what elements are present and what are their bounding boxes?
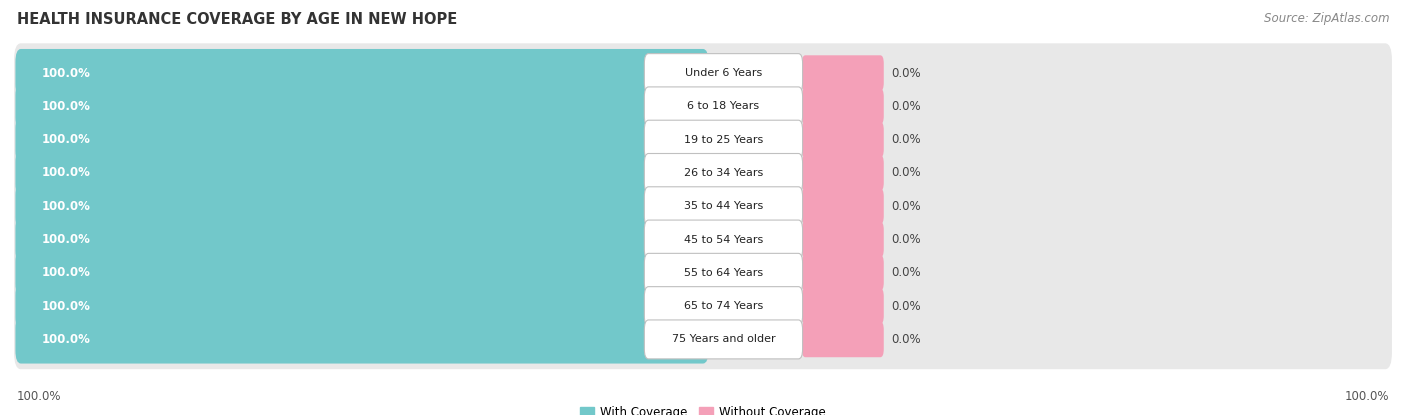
Text: 100.0%: 100.0% [41, 200, 90, 213]
FancyBboxPatch shape [644, 320, 803, 359]
FancyBboxPatch shape [801, 255, 884, 290]
FancyBboxPatch shape [14, 110, 1392, 169]
FancyBboxPatch shape [14, 143, 1392, 203]
Text: 0.0%: 0.0% [891, 100, 921, 113]
Text: 100.0%: 100.0% [41, 133, 90, 146]
FancyBboxPatch shape [14, 310, 1392, 369]
FancyBboxPatch shape [801, 222, 884, 257]
FancyBboxPatch shape [15, 315, 709, 364]
Text: 75 Years and older: 75 Years and older [672, 334, 775, 344]
Text: 100.0%: 100.0% [41, 300, 90, 312]
Text: 100.0%: 100.0% [17, 390, 62, 403]
Text: Under 6 Years: Under 6 Years [685, 68, 762, 78]
FancyBboxPatch shape [15, 249, 709, 297]
Text: 45 to 54 Years: 45 to 54 Years [683, 234, 763, 244]
Text: 100.0%: 100.0% [41, 233, 90, 246]
FancyBboxPatch shape [801, 122, 884, 157]
Text: 65 to 74 Years: 65 to 74 Years [683, 301, 763, 311]
Text: 0.0%: 0.0% [891, 233, 921, 246]
Text: 100.0%: 100.0% [1344, 390, 1389, 403]
FancyBboxPatch shape [801, 188, 884, 224]
FancyBboxPatch shape [15, 215, 709, 264]
Text: 0.0%: 0.0% [891, 266, 921, 279]
FancyBboxPatch shape [801, 322, 884, 357]
Text: 55 to 64 Years: 55 to 64 Years [683, 268, 763, 278]
FancyBboxPatch shape [644, 87, 803, 126]
FancyBboxPatch shape [14, 77, 1392, 136]
FancyBboxPatch shape [801, 155, 884, 191]
Text: 35 to 44 Years: 35 to 44 Years [683, 201, 763, 211]
Legend: With Coverage, Without Coverage: With Coverage, Without Coverage [575, 401, 831, 415]
FancyBboxPatch shape [15, 49, 709, 97]
FancyBboxPatch shape [15, 149, 709, 197]
Text: 0.0%: 0.0% [891, 333, 921, 346]
FancyBboxPatch shape [801, 55, 884, 91]
Text: 0.0%: 0.0% [891, 166, 921, 179]
Text: 0.0%: 0.0% [891, 300, 921, 312]
Text: 100.0%: 100.0% [41, 100, 90, 113]
Text: 100.0%: 100.0% [41, 333, 90, 346]
Text: 19 to 25 Years: 19 to 25 Years [683, 135, 763, 145]
FancyBboxPatch shape [14, 43, 1392, 103]
FancyBboxPatch shape [14, 176, 1392, 236]
FancyBboxPatch shape [15, 282, 709, 330]
Text: Source: ZipAtlas.com: Source: ZipAtlas.com [1264, 12, 1389, 25]
Text: 0.0%: 0.0% [891, 66, 921, 80]
FancyBboxPatch shape [644, 120, 803, 159]
Text: 0.0%: 0.0% [891, 200, 921, 213]
FancyBboxPatch shape [644, 254, 803, 292]
FancyBboxPatch shape [14, 243, 1392, 303]
Text: 26 to 34 Years: 26 to 34 Years [683, 168, 763, 178]
Text: 100.0%: 100.0% [41, 266, 90, 279]
FancyBboxPatch shape [644, 154, 803, 193]
FancyBboxPatch shape [15, 82, 709, 131]
Text: 6 to 18 Years: 6 to 18 Years [688, 101, 759, 111]
FancyBboxPatch shape [801, 88, 884, 124]
FancyBboxPatch shape [644, 54, 803, 93]
FancyBboxPatch shape [801, 288, 884, 324]
Text: 100.0%: 100.0% [41, 66, 90, 80]
Text: 0.0%: 0.0% [891, 133, 921, 146]
FancyBboxPatch shape [15, 182, 709, 230]
FancyBboxPatch shape [15, 115, 709, 164]
FancyBboxPatch shape [644, 187, 803, 226]
FancyBboxPatch shape [14, 276, 1392, 336]
FancyBboxPatch shape [14, 210, 1392, 269]
Text: 100.0%: 100.0% [41, 166, 90, 179]
Text: HEALTH INSURANCE COVERAGE BY AGE IN NEW HOPE: HEALTH INSURANCE COVERAGE BY AGE IN NEW … [17, 12, 457, 27]
FancyBboxPatch shape [644, 287, 803, 326]
FancyBboxPatch shape [644, 220, 803, 259]
